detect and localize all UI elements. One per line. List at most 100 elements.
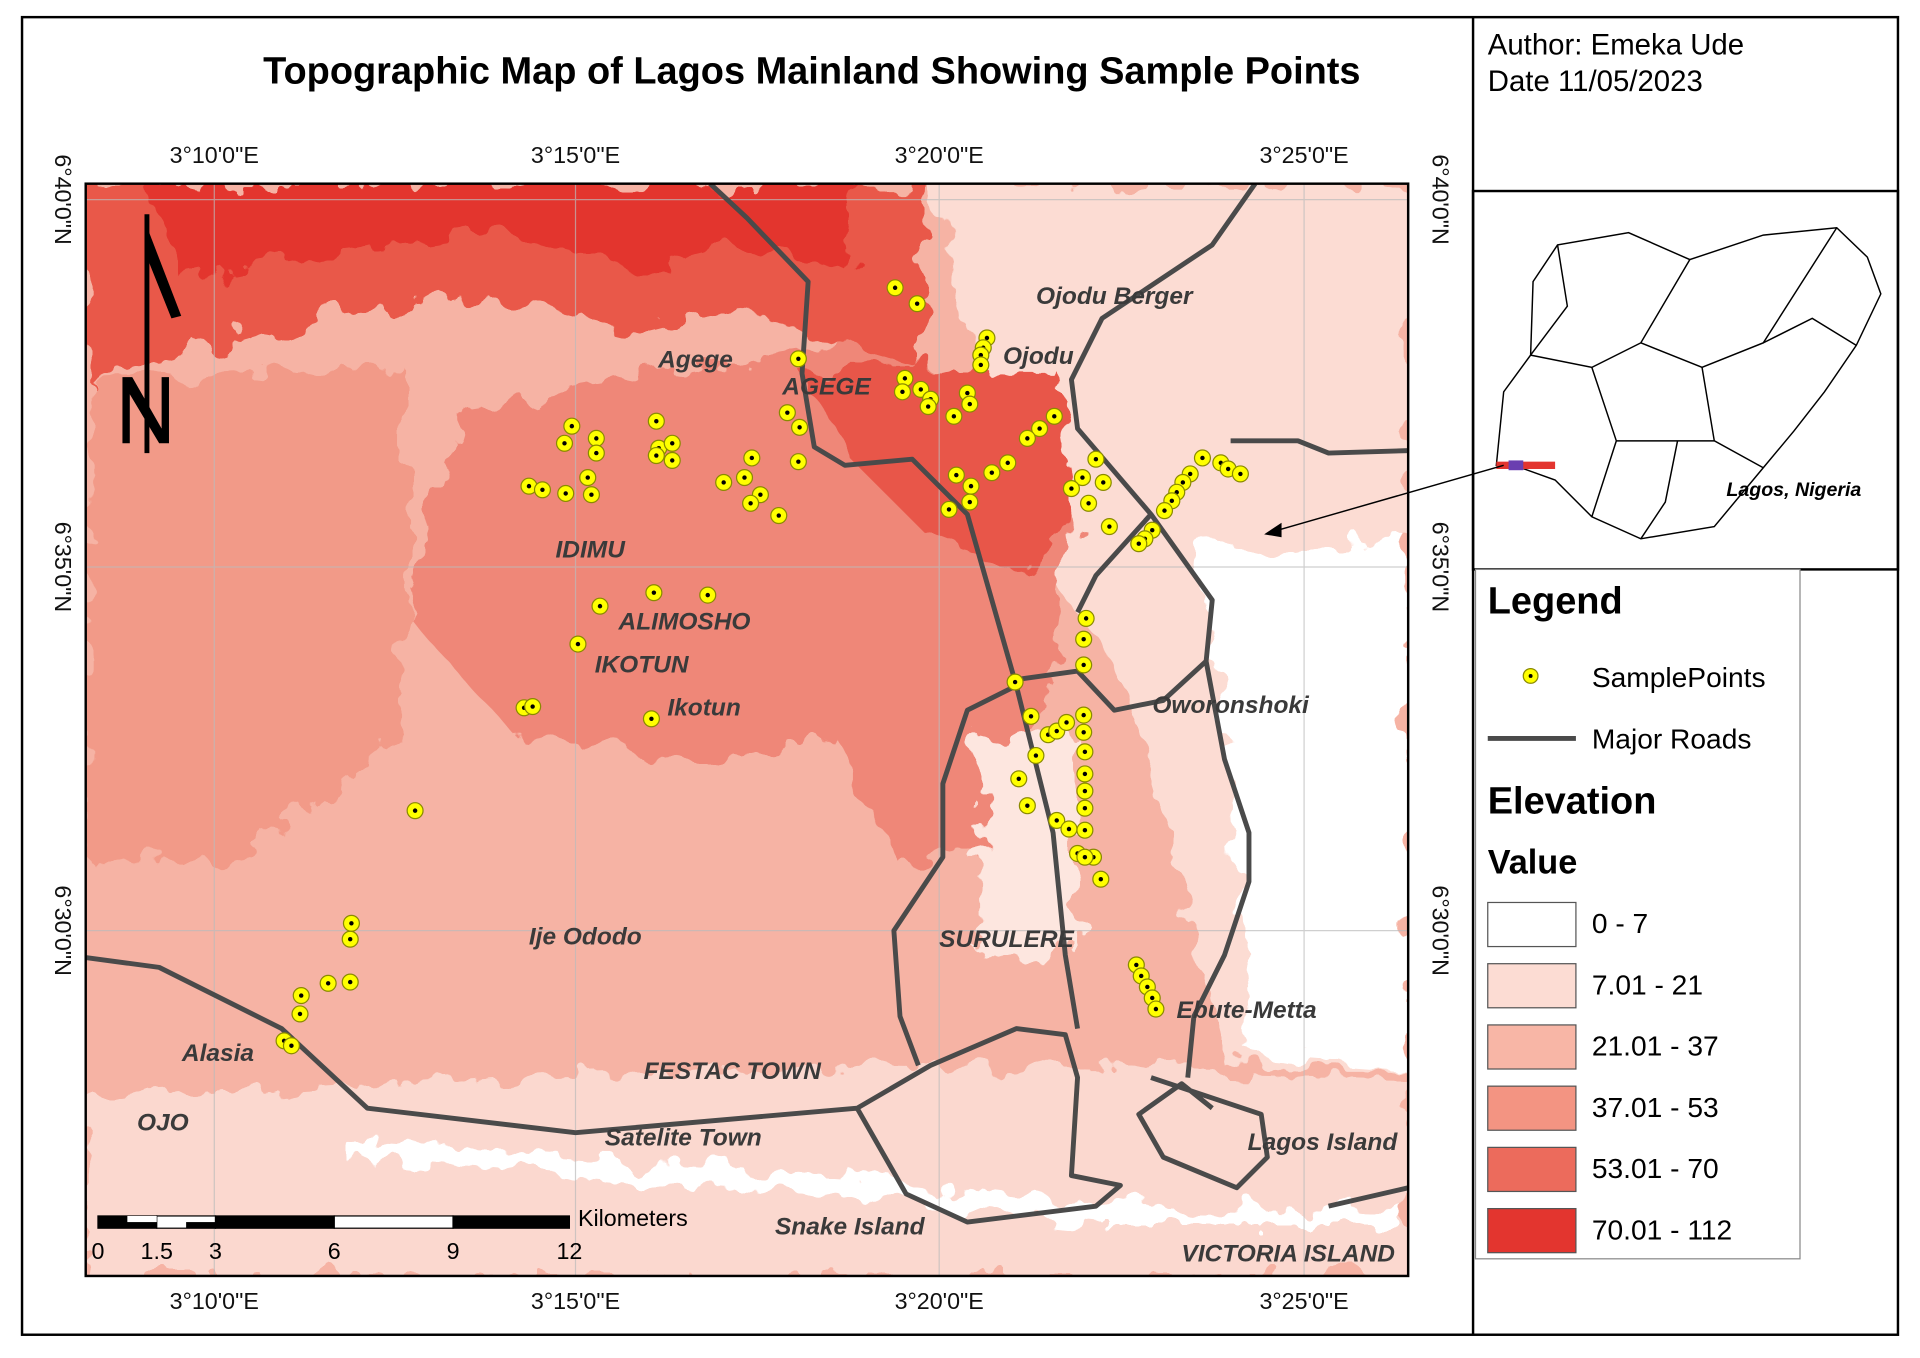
legend-points: SamplePoints	[1592, 662, 1766, 693]
sample-point-dot	[297, 1011, 303, 1017]
sample-point-dot	[1086, 501, 1091, 506]
sample-point-dot	[968, 483, 974, 489]
inset-map	[1264, 189, 1900, 571]
sample-point-dot	[1139, 973, 1144, 979]
elevation-title: Elevation	[1488, 780, 1657, 822]
class-swatch	[1487, 1085, 1577, 1131]
sample-point-dot	[785, 410, 790, 415]
sample-point-dot	[954, 472, 959, 478]
class-label: 37.01 - 53	[1592, 1092, 1719, 1123]
sample-point-dot	[900, 389, 905, 395]
place-label: IKOTUN	[595, 652, 690, 679]
sample-point-dot	[654, 419, 659, 424]
sample-point-dot	[589, 492, 594, 497]
class-swatch	[1487, 1146, 1577, 1193]
latitude-label: 6°40'0"N	[50, 154, 76, 245]
sample-point-dot	[1033, 753, 1039, 758]
sample-point-dot	[978, 362, 984, 368]
sample-point-dot	[1082, 749, 1088, 755]
sample-point-dot	[1012, 679, 1018, 685]
class-label: 53.01 - 70	[1592, 1153, 1719, 1184]
place-label: Ebute-Metta	[1176, 997, 1316, 1024]
longitude-label: 3°20'0"E	[895, 142, 984, 168]
class-swatch	[1487, 963, 1577, 1009]
sample-point-dot	[1093, 456, 1099, 462]
map-frame	[84, 182, 1410, 1278]
sample-point-dot	[1037, 426, 1042, 431]
sample-point-dot	[1054, 818, 1059, 823]
sample-point-dot	[670, 458, 675, 463]
sample-point-dot	[965, 390, 970, 396]
sample-point-dot	[562, 441, 567, 446]
scale-label: 6	[328, 1238, 341, 1264]
sample-point-dot	[1101, 480, 1106, 485]
date: Date 11/05/2023	[1488, 65, 1703, 98]
class-label: 0 - 7	[1592, 908, 1648, 939]
longitude-label: 3°10'0"E	[170, 1288, 259, 1314]
sample-point-dot	[670, 441, 675, 446]
latitude-label: 6°30'0"N	[1428, 885, 1454, 976]
road	[1075, 512, 1153, 614]
sample-point-dot	[1162, 508, 1167, 513]
sample-point-dot	[1005, 460, 1010, 466]
place-label: Lagos Island	[1248, 1129, 1399, 1156]
sample-point-dot	[1082, 788, 1088, 794]
sample-point-dot	[594, 450, 599, 456]
place-label: IDIMU	[556, 537, 627, 564]
sample-point-dot	[797, 425, 802, 430]
elevation-raster	[85, 183, 1409, 1276]
longitude-label: 3°20'0"E	[895, 1288, 984, 1314]
sample-point-dot	[1082, 771, 1088, 777]
class-label: 70.01 - 112	[1592, 1214, 1732, 1245]
sample-point-dot	[1069, 486, 1074, 491]
longitude-label: 3°25'0"E	[1259, 142, 1348, 168]
road	[85, 955, 1123, 1225]
sample-point-dot	[569, 423, 575, 429]
sample-point-dot	[749, 455, 755, 461]
place-label: Alasia	[181, 1040, 254, 1067]
sample-point-dot	[289, 1043, 294, 1048]
sample-point-dot	[349, 921, 354, 926]
road	[1136, 1075, 1270, 1191]
sample-point-dot	[978, 352, 984, 358]
class-label: 21.01 - 37	[1592, 1031, 1719, 1062]
sample-point-dot	[1025, 436, 1030, 441]
scale-label: 1.5	[141, 1238, 173, 1264]
sample-point-dot	[748, 501, 753, 506]
sample-point-dot	[649, 716, 654, 722]
place-label: Ojodu	[1003, 343, 1074, 370]
sample-point-dot	[1136, 541, 1141, 546]
sample-point-dot	[1081, 662, 1086, 668]
legend-title: Legend	[1488, 581, 1623, 623]
sample-point-dot	[1082, 828, 1088, 833]
sample-point-dot	[1150, 528, 1155, 533]
sample-point-dot	[348, 979, 353, 985]
class-swatch	[1487, 1024, 1577, 1070]
sample-point-dot	[1052, 414, 1057, 419]
outer-border	[20, 15, 1900, 1336]
scale-label: 0	[91, 1238, 104, 1264]
latitude-label: 6°30'0"N	[50, 885, 76, 976]
sample-point-dot	[705, 592, 710, 598]
place-label: FESTAC TOWN	[644, 1058, 823, 1085]
sample-point-dot	[989, 470, 995, 475]
road	[1328, 1185, 1409, 1209]
sample-point-dot	[1081, 730, 1086, 735]
sample-point-dot	[1188, 471, 1193, 477]
place-label: Ije Ododo	[529, 923, 642, 950]
sample-point-dot	[1028, 714, 1034, 719]
longitude-label: 3°15'0"E	[531, 142, 620, 168]
place-label: AGEGE	[781, 374, 871, 401]
scale-segment	[127, 1215, 157, 1223]
scale-label: 3	[209, 1238, 222, 1264]
major-roads	[85, 183, 1409, 1225]
sample-point-dot	[1238, 471, 1243, 477]
scale-unit: Kilometers	[578, 1205, 688, 1231]
sample-point-dot	[967, 401, 972, 407]
sample-point-dot	[918, 387, 924, 392]
sample-point-dot	[742, 475, 747, 480]
sample-point-dot	[758, 492, 763, 497]
sample-point-dot	[563, 491, 568, 496]
sample-point-dot	[984, 335, 990, 341]
scale-label: 9	[447, 1238, 460, 1264]
